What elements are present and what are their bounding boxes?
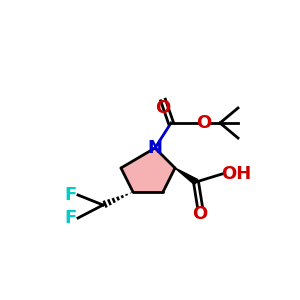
Polygon shape: [121, 148, 175, 192]
Text: O: O: [196, 114, 211, 132]
Text: F: F: [64, 186, 76, 204]
Text: N: N: [148, 139, 163, 157]
Text: O: O: [192, 205, 208, 223]
Polygon shape: [175, 168, 198, 184]
Text: F: F: [64, 209, 76, 227]
Text: O: O: [155, 99, 171, 117]
Text: OH: OH: [221, 165, 251, 183]
